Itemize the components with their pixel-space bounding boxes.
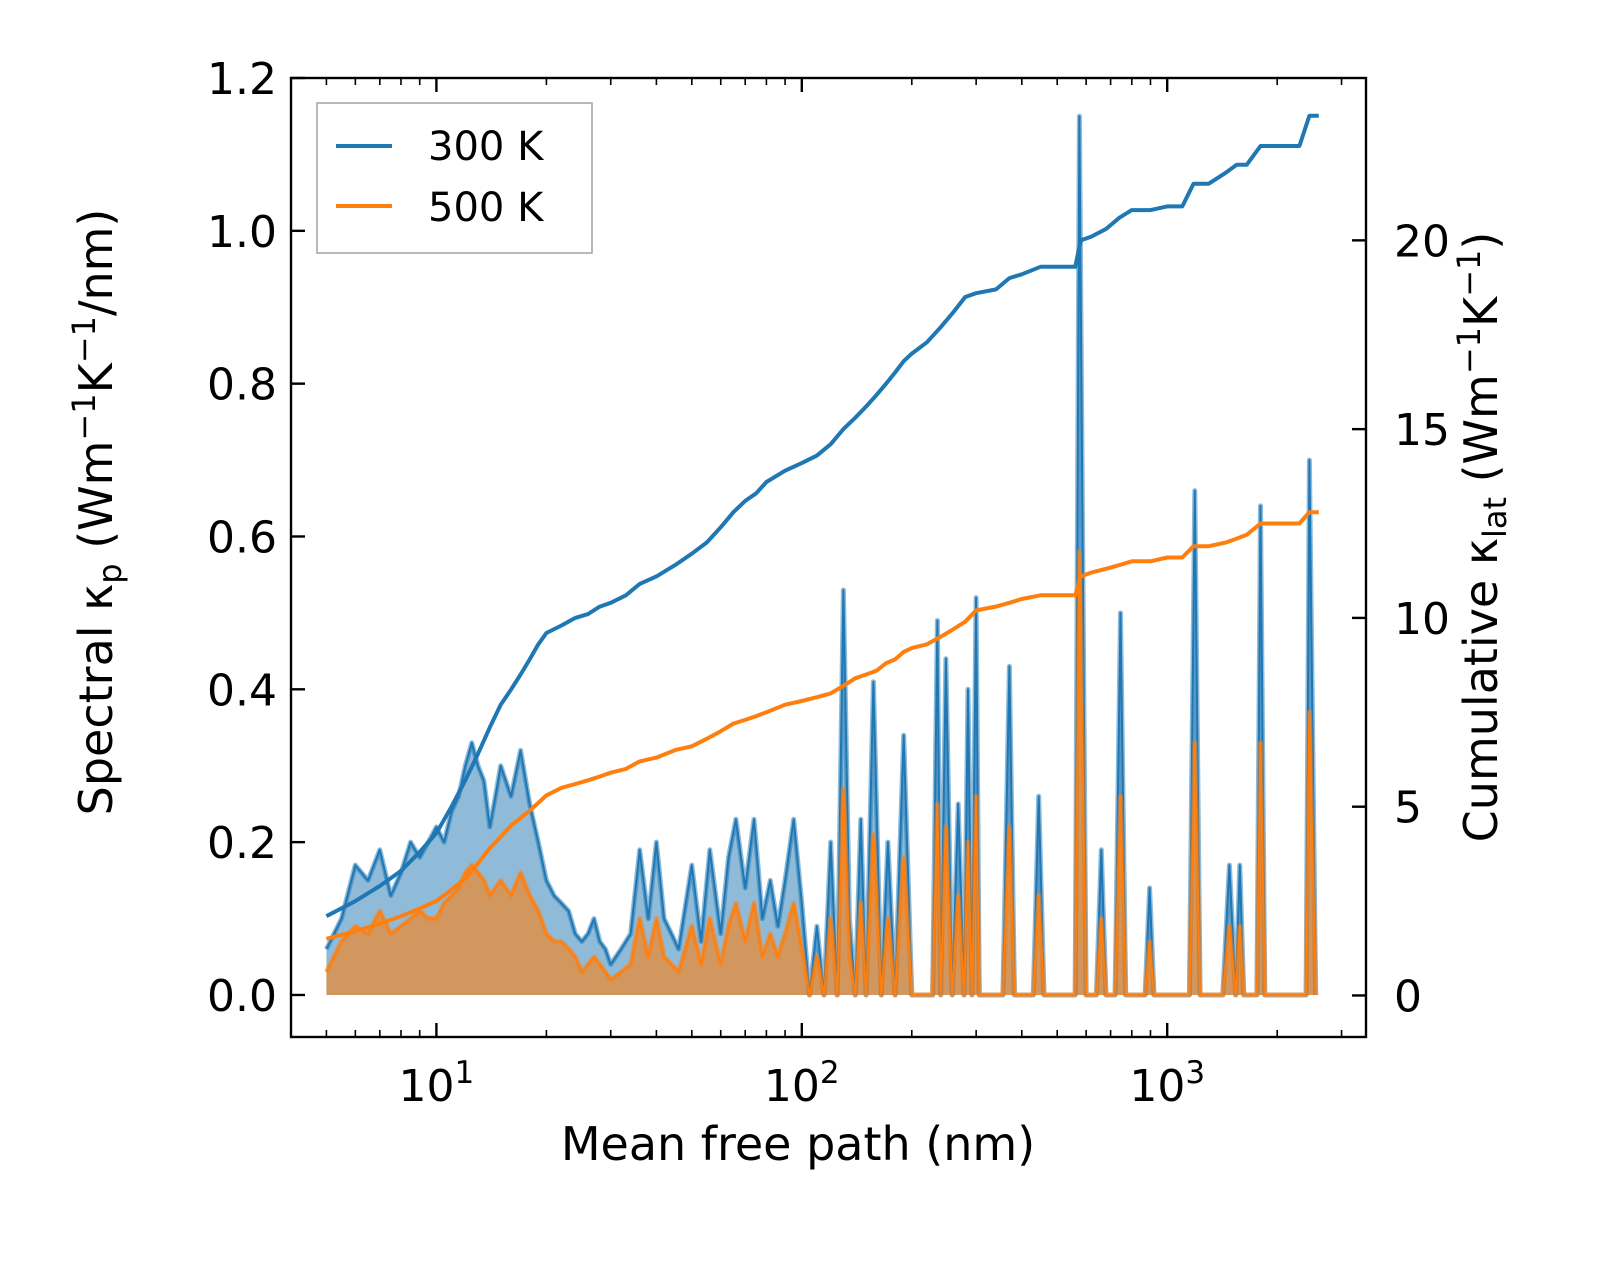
cumulative-line-500k — [325, 510, 1319, 941]
y2-tick-label: 10 — [1394, 594, 1450, 645]
y2-axis-title-unit-close: ) — [1454, 232, 1508, 250]
cumulative-lines — [325, 113, 1319, 941]
y2-tick-label: 5 — [1394, 783, 1422, 834]
x-tick-label: 101 — [399, 1055, 475, 1112]
x-tick-label-base: 10 — [1129, 1061, 1185, 1112]
y-axis-title-exponent-1: −1 — [65, 393, 103, 440]
spectral-lines — [324, 113, 1319, 998]
spectral-fill-500k — [326, 551, 1316, 995]
y2-axis-title-subscript: lat — [1476, 497, 1514, 538]
y-axis-title: Spectral κp (Wm−1K−1/nm) — [65, 209, 129, 816]
y2-axis-title-unit-open: (Wm — [1454, 374, 1508, 497]
y-axis-title-prefix: Spectral κ — [69, 584, 123, 816]
y2-axis-title-prefix: Cumulative κ — [1454, 538, 1508, 842]
y-tick-label: 0.8 — [207, 360, 277, 411]
y-tick-label: 1.0 — [207, 207, 277, 258]
legend: 300 K 500 K — [316, 102, 593, 254]
y-tick-label: 0.6 — [207, 512, 277, 563]
legend-box — [316, 102, 593, 254]
x-tick-label-exponent: 2 — [820, 1055, 840, 1091]
y2-axis-title-exponent-1: −1 — [1450, 327, 1488, 374]
y-tick-label: 0.0 — [207, 971, 277, 1022]
y-axis-title-exponent-2: −1 — [65, 316, 103, 363]
plot-frame — [289, 76, 1368, 1039]
x-tick-label-exponent: 1 — [455, 1055, 475, 1091]
x-tick-label: 103 — [1129, 1055, 1205, 1112]
x-axis-title: Mean free path (nm) — [561, 1117, 1035, 1171]
y-axis-title-unit-mid: K — [69, 361, 123, 393]
y2-axis-title-exponent-2: −1 — [1450, 250, 1488, 297]
x-tick-label: 102 — [764, 1055, 840, 1112]
y-axis-title-subscript: p — [91, 563, 129, 583]
legend-label-500k: 500 K — [428, 185, 545, 231]
y-axis-title-unit-close: /nm) — [69, 209, 123, 316]
y2-tick-label: 20 — [1394, 216, 1450, 267]
y-tick-label: 1.2 — [207, 54, 277, 105]
y-tick-label: 0.4 — [207, 665, 277, 716]
legend-label-300k: 300 K — [428, 124, 545, 170]
y-tick-label: 0.2 — [207, 818, 277, 869]
y2-tick-label: 0 — [1394, 971, 1422, 1022]
x-tick-label-base: 10 — [399, 1061, 455, 1112]
y2-axis-title: Cumulative κlat (Wm−1K−1) — [1450, 232, 1514, 843]
spectral-line-500k — [325, 550, 1317, 996]
x-tick-label-base: 10 — [764, 1061, 820, 1112]
y2-axis-title-unit-mid: K — [1454, 295, 1508, 327]
y-axis-title-unit-open: (Wm — [69, 441, 123, 564]
x-tick-label-exponent: 3 — [1185, 1055, 1205, 1091]
axis-ticks — [290, 76, 1366, 1037]
y2-tick-label: 15 — [1394, 405, 1450, 456]
cumulative-line-300k — [325, 113, 1319, 918]
